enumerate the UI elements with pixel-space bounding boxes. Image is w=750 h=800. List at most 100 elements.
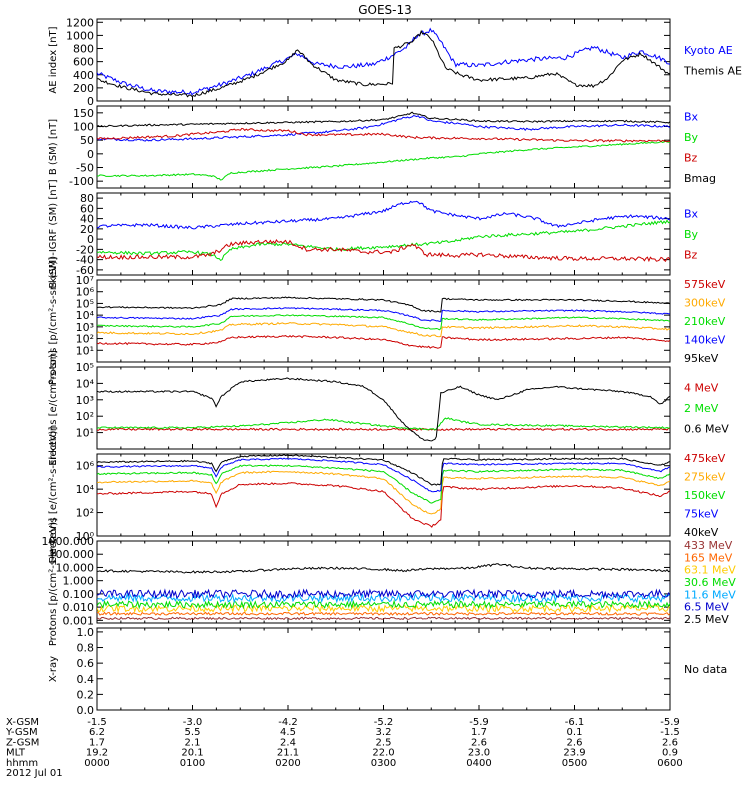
y-tick-label: 10⁶	[76, 460, 95, 473]
series-line-75kev	[97, 457, 670, 493]
series-group	[97, 27, 670, 98]
legend-75kev: 75keV	[684, 508, 719, 521]
y-axis-label: Electrons [e/(cm²-s-sr-keV)]	[48, 426, 59, 563]
legend-433-mev: 433 MeV	[684, 539, 733, 552]
series-line-475kev	[97, 482, 670, 528]
plot-title: GOES-13	[358, 3, 412, 17]
y-tick-label: 10⁷	[76, 274, 94, 287]
series-line-bx	[97, 200, 670, 230]
series-line-40kev	[97, 454, 670, 486]
row-value-y-gsm: 1.7	[471, 727, 487, 738]
series-line-140kev	[97, 307, 670, 322]
y-tick-label: 10⁶	[76, 286, 95, 299]
y-tick-label: 50	[80, 134, 94, 147]
series-line-kyoto-ae	[97, 27, 670, 96]
row-label-z-gsm: Z-GSM	[6, 737, 39, 748]
row-value-x-gsm: -5.9	[660, 717, 680, 728]
legend-2-5-mev: 2.5 MeV	[684, 613, 729, 626]
y-tick-label: 60	[80, 202, 94, 215]
series-line-210kev	[97, 314, 670, 331]
no-data-annotation: No data	[684, 663, 727, 676]
row-value-mlt: 0.9	[662, 748, 678, 759]
row-value-x-gsm: -4.2	[278, 717, 298, 728]
legend-bx: Bx	[684, 110, 699, 123]
y-tick-label: 150	[73, 107, 94, 120]
row-value-y-gsm: -1.5	[660, 727, 680, 738]
y-tick-label: 10⁴	[76, 309, 95, 322]
row-label-hhmm: hhmm	[6, 758, 38, 769]
y-tick-label: 10²	[76, 410, 94, 423]
legend-bz: Bz	[684, 249, 698, 262]
legend-575kev: 575keV	[684, 278, 726, 291]
y-axis-label: X-ray	[48, 656, 59, 682]
row-label-x-gsm: X-GSM	[6, 717, 39, 728]
y-tick-label: 10⁴	[76, 377, 95, 390]
y-tick-label: 0.0	[77, 704, 95, 717]
y-axis-label: B (SM)-IGRF (SM) [nT]	[48, 179, 59, 288]
x-axis-info-table: X-GSM -1.5 -3.0 -4.2 -5.2 -5.9 -6.1 -5.9 Y-GSM 6.…	[5, 717, 683, 779]
row-value-y-gsm: 4.5	[280, 727, 296, 738]
series-line-575kev	[97, 334, 670, 349]
series-line-0-6-mev	[97, 377, 670, 442]
series-line-6-5-mev	[97, 588, 670, 600]
panel-frame	[96, 627, 671, 711]
y-tick-label: 0.4	[77, 673, 95, 686]
series-line-95kev	[97, 296, 670, 313]
y-axis-label: AE index [nT]	[48, 26, 59, 93]
series-line-2-5-mev	[97, 563, 670, 574]
legend-bmag: Bmag	[684, 172, 716, 185]
y-tick-label: 10²	[76, 507, 94, 520]
y-tick-label: -50	[76, 162, 94, 175]
series-group	[97, 200, 670, 263]
series-line-30-6-mev	[97, 599, 670, 610]
legend-0-6-mev: 0.6 MeV	[684, 423, 729, 436]
legend-150kev: 150keV	[684, 489, 726, 502]
y-tick-label: 400	[73, 69, 94, 82]
legend-30-6-mev: 30.6 MeV	[684, 576, 736, 589]
legend-themis-ae: Themis AE	[683, 64, 742, 77]
y-tick-label: 0.6	[77, 657, 95, 670]
row-value-mlt: 23.9	[563, 748, 585, 759]
legend-bx: Bx	[684, 208, 699, 221]
legend-140kev: 140keV	[684, 334, 726, 347]
row-value-y-gsm: 0.1	[567, 727, 583, 738]
legend-6-5-mev: 6.5 MeV	[684, 601, 729, 614]
legend-95kev: 95keV	[684, 352, 719, 365]
series-line-bz	[97, 127, 670, 143]
y-tick-label: 40	[80, 213, 94, 226]
legend-kyoto-ae: Kyoto AE	[684, 44, 733, 57]
panel-frame	[96, 279, 671, 363]
y-tick-label: 10⁵	[76, 361, 94, 374]
legend-by: By	[684, 131, 699, 144]
row-value-mlt: 21.1	[277, 748, 299, 759]
y-tick-label: 0.8	[77, 642, 95, 655]
y-tick-label: 0.010	[63, 601, 95, 614]
y-tick-label: 0.2	[77, 688, 95, 701]
y-tick-label: 200	[73, 82, 94, 95]
y-axis-label: Protons [p/(cm²-s-sr-keV)]	[48, 518, 59, 646]
y-tick-label: 10³	[76, 394, 94, 407]
panel-frame	[96, 192, 671, 276]
row-value-x-gsm: -3.0	[183, 717, 203, 728]
y-tick-label: 10⁴	[76, 483, 95, 496]
row-label-y-gsm: Y-GSM	[5, 727, 38, 738]
y-tick-label: 100	[73, 121, 94, 134]
row-value-z-gsm: 2.6	[471, 737, 487, 748]
row-value-z-gsm: 2.6	[662, 737, 678, 748]
y-tick-label: 600	[73, 56, 94, 69]
panel-frame	[96, 105, 671, 189]
row-value-z-gsm: 2.6	[567, 737, 583, 748]
plot-date: 2012 Jul 01	[6, 768, 63, 779]
legend-475kev: 475keV	[684, 452, 726, 465]
row-value-z-gsm: 1.7	[89, 737, 105, 748]
series-line-themis-ae	[97, 29, 670, 98]
y-tick-label: 10¹	[76, 344, 94, 357]
y-tick-label: 100.000	[49, 548, 95, 561]
row-value-hhmm: 0100	[180, 758, 205, 769]
y-tick-label: -100	[69, 175, 94, 188]
series-line-11-6-mev	[97, 592, 670, 604]
series-line-63-1-mev	[97, 603, 670, 614]
